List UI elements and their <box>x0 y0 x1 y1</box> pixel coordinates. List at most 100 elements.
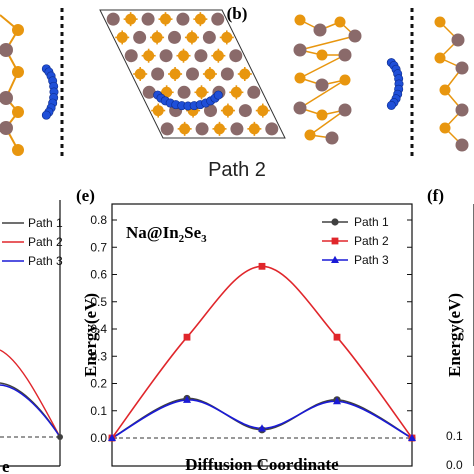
data-point-path3 <box>183 395 191 403</box>
structure-row: (b) Path 2 <box>0 4 469 181</box>
right-structure-view <box>434 16 469 152</box>
panel-label-f: (f) <box>427 186 444 205</box>
atom-in <box>176 12 190 26</box>
atom-in <box>451 33 465 47</box>
right-ytick-label: 0.0 <box>446 458 463 472</box>
left-legend-path1: Path 1 <box>28 216 63 230</box>
left-legend-path3: Path 3 <box>28 254 63 268</box>
atom-in <box>106 12 120 26</box>
na-atom <box>386 100 396 110</box>
data-point-path2 <box>258 262 266 270</box>
atom-in <box>293 43 307 57</box>
atom-se <box>339 74 351 86</box>
series-markers <box>108 262 416 442</box>
atom-in <box>313 23 327 37</box>
atom-se <box>143 50 155 62</box>
y-axis-ticks: 0.0 0.1 0.2 0.3 0.4 0.5 0.6 0.7 0.8 <box>90 213 412 445</box>
atom-se <box>434 52 446 64</box>
atom-se <box>294 14 306 26</box>
left-xlabel-fragment: e <box>2 457 10 474</box>
legend-marker <box>331 255 339 263</box>
atom-in <box>194 49 208 63</box>
atom-se <box>222 105 234 117</box>
atom-in <box>247 85 261 99</box>
atom-se <box>152 105 164 117</box>
na-diffusion-path-center <box>153 90 223 111</box>
atom-se <box>151 31 163 43</box>
atom-in <box>159 49 173 63</box>
atom-in <box>348 29 362 43</box>
atom-in <box>124 49 138 63</box>
atom-in <box>160 122 174 136</box>
atom-se <box>204 68 216 80</box>
atom-in <box>238 104 252 118</box>
atom-in <box>195 122 209 136</box>
atom-in <box>0 91 13 105</box>
atom-in <box>315 78 329 92</box>
y-tick-label: 0.1 <box>90 404 107 418</box>
atom-in <box>230 122 244 136</box>
data-point-path3 <box>333 397 341 405</box>
x-axis-ticks <box>111 461 413 466</box>
y-tick-label: 0.0 <box>90 431 107 445</box>
series-line-path2 <box>111 265 413 439</box>
atom-se <box>160 13 171 25</box>
atom-se <box>179 123 191 135</box>
atom-se <box>239 68 251 80</box>
atom-se <box>194 13 206 25</box>
atom-se <box>134 68 146 80</box>
atom-in <box>229 49 243 63</box>
atom-in <box>338 48 352 62</box>
top-view-structure: (b) <box>99 4 286 139</box>
y-tick-label: 0.2 <box>90 377 107 391</box>
y-tick-label: 0.4 <box>90 322 107 336</box>
atom-in <box>204 104 217 118</box>
atom-in <box>142 85 156 99</box>
left-chart-fragment: Path 1 Path 2 Path 3 e <box>0 200 63 474</box>
atom-in <box>0 43 13 57</box>
right-chart-fragment: (f) Energy(eV) 0.1 0.0 <box>427 186 474 472</box>
atom-se <box>169 68 181 80</box>
chart-legend: Path 1 Path 2 Path 3 <box>322 215 389 267</box>
atom-se <box>186 31 198 43</box>
atom-se <box>257 105 269 117</box>
atom-in <box>211 12 225 26</box>
atom-se <box>12 66 24 78</box>
side-view-atoms <box>293 14 362 145</box>
legend-label-path2: Path 2 <box>354 234 389 248</box>
atom-in <box>455 138 469 152</box>
atom-in <box>177 85 191 99</box>
legend-marker <box>331 218 339 226</box>
legend-marker <box>331 237 339 245</box>
atom-in <box>265 122 279 136</box>
y-tick-label: 0.7 <box>90 240 107 254</box>
atom-in <box>133 30 147 44</box>
chart-title: Na@In2Se3 <box>126 223 207 245</box>
atom-in <box>293 101 307 115</box>
atom-se <box>304 129 316 141</box>
atom-se <box>214 123 225 135</box>
left-legend-path2: Path 2 <box>28 235 63 249</box>
atom-se <box>178 50 189 62</box>
na-diffusion-path-left <box>41 64 59 120</box>
left-legend: Path 1 Path 2 Path 3 <box>2 216 63 268</box>
y-tick-label: 0.8 <box>90 213 107 227</box>
atom-se <box>125 13 137 25</box>
atom-in <box>141 12 155 26</box>
na-atom <box>41 110 51 120</box>
atom-se <box>316 49 328 61</box>
lattice-atoms <box>106 12 279 136</box>
atom-se <box>439 84 451 96</box>
right-partial-atoms <box>434 16 469 152</box>
atom-in <box>338 103 352 117</box>
atom-se <box>12 106 24 118</box>
data-point-path3 <box>258 424 266 432</box>
atom-in <box>168 30 181 44</box>
legend-label-path3: Path 3 <box>354 253 389 267</box>
atom-se <box>434 16 446 28</box>
atom-in <box>186 67 199 81</box>
path-caption: Path 2 <box>208 159 266 181</box>
atom-se <box>12 24 24 36</box>
y-tick-label: 0.6 <box>90 268 107 282</box>
